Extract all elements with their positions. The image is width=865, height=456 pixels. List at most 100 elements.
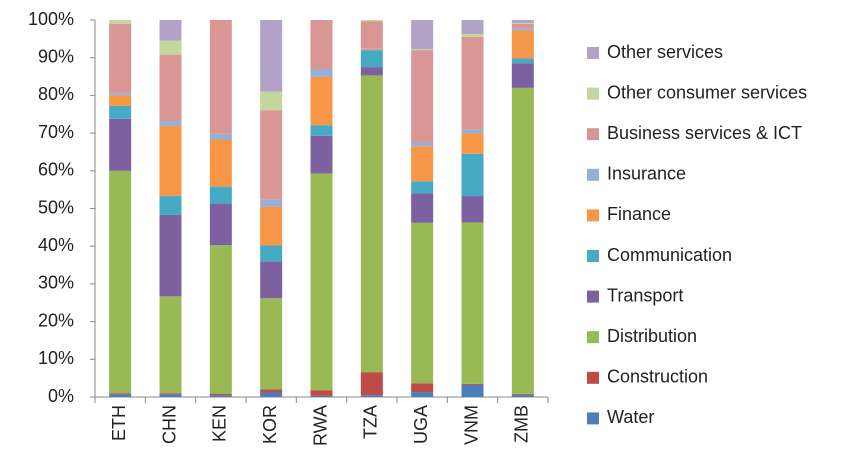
bar-segment [260, 110, 283, 200]
bar-segment [159, 125, 182, 197]
legend-label: Construction [607, 367, 708, 387]
bar-segment [159, 121, 182, 126]
bar-segment [159, 214, 182, 297]
legend-swatch [587, 250, 599, 262]
bar-segment [310, 135, 333, 174]
bar-segment [461, 222, 484, 384]
bar-segment [511, 58, 534, 64]
bar-segment [209, 139, 232, 187]
bar-segment [360, 372, 383, 396]
bar-segment [511, 63, 534, 88]
bar-segment [511, 393, 534, 395]
bar-segment [461, 20, 484, 34]
bar-segment [511, 23, 534, 24]
bar-segment [260, 199, 283, 207]
bar-segment [260, 298, 283, 390]
bar-segment [109, 393, 132, 395]
bar-segment [411, 222, 434, 384]
y-tick-label: 60% [38, 160, 74, 180]
legend-label: Distribution [607, 326, 697, 346]
bar-segment [411, 50, 434, 143]
legend-swatch [587, 128, 599, 141]
bar-segment [360, 21, 383, 49]
legend-swatch [587, 331, 599, 344]
x-tick-label: ETH [109, 405, 129, 441]
bar-segment [411, 392, 434, 397]
bar-segment [310, 125, 333, 136]
y-tick-label: 10% [38, 348, 74, 368]
bar-segment [461, 384, 484, 397]
legend-swatch [587, 371, 599, 384]
bar-segment [310, 173, 333, 391]
x-tick-label: KOR [260, 405, 280, 444]
x-tick-label: CHN [159, 405, 179, 444]
bar-segment [260, 389, 283, 393]
legend-label: Finance [607, 204, 671, 224]
bar-segment [159, 393, 182, 395]
bar-segment [310, 390, 333, 396]
x-tick-label: UGA [411, 405, 431, 444]
legend-swatch [587, 168, 599, 181]
legend-label: Business services & ICT [607, 123, 802, 143]
bar-segment [260, 392, 283, 397]
legend-label: Insurance [607, 164, 686, 184]
bar-segment [109, 23, 132, 94]
y-tick-label: 0% [48, 386, 74, 406]
legend-label: Other services [607, 42, 723, 62]
bar-segment [360, 395, 383, 397]
bar-segment [411, 20, 434, 50]
bar-segment [260, 245, 283, 262]
bar-segment [310, 69, 333, 77]
bar-segment [310, 76, 333, 126]
bar-segment [209, 186, 232, 204]
x-tick-label: TZA [361, 405, 381, 439]
bar-segment [461, 133, 484, 154]
legend-swatch [587, 47, 599, 59]
bar-segment [511, 23, 534, 29]
y-tick-label: 80% [38, 84, 74, 104]
bar-segment [209, 395, 232, 397]
bar-segment [411, 49, 434, 51]
x-tick-label: RWA [310, 405, 330, 446]
bar-segment [109, 118, 132, 171]
bar-segment [411, 181, 434, 194]
bar-segment [109, 170, 132, 394]
bar-segment [360, 49, 383, 51]
legend-label: Communication [607, 245, 732, 265]
bar-segment [360, 48, 383, 50]
bar-segment [260, 206, 283, 246]
legend-label: Transport [607, 285, 683, 305]
bar-segment [109, 20, 132, 24]
bar-segment [411, 142, 434, 147]
x-tick-label: ZMB [512, 405, 532, 443]
bar-segment [461, 33, 484, 37]
bar-segment [310, 20, 333, 70]
bar-segment [411, 383, 434, 393]
y-tick-label: 30% [38, 273, 74, 293]
bar-segment [461, 196, 484, 223]
bar-segment [310, 395, 333, 397]
bar-segment [209, 245, 232, 394]
legend-label: Water [607, 407, 654, 427]
bar-segment [109, 95, 132, 106]
legend-label: Other consumer services [607, 82, 807, 102]
x-tick-label: KEN [210, 405, 230, 442]
bar-segment [511, 30, 534, 59]
bar-segment [209, 20, 232, 134]
bar-segment [159, 296, 182, 394]
bar-segment [461, 153, 484, 197]
y-tick-label: 90% [38, 46, 74, 66]
bar-segment [260, 91, 283, 111]
bar-segment [461, 383, 484, 385]
y-tick-label: 100% [28, 9, 74, 29]
bar-segment [511, 20, 534, 24]
bar-segment [411, 193, 434, 223]
bar-segment [159, 196, 182, 215]
bar-segment [159, 20, 182, 41]
bar-segment [411, 146, 434, 182]
bar-segment [360, 50, 383, 68]
bar-segment [461, 36, 484, 130]
bar-segment [159, 40, 182, 55]
y-tick-label: 40% [38, 235, 74, 255]
